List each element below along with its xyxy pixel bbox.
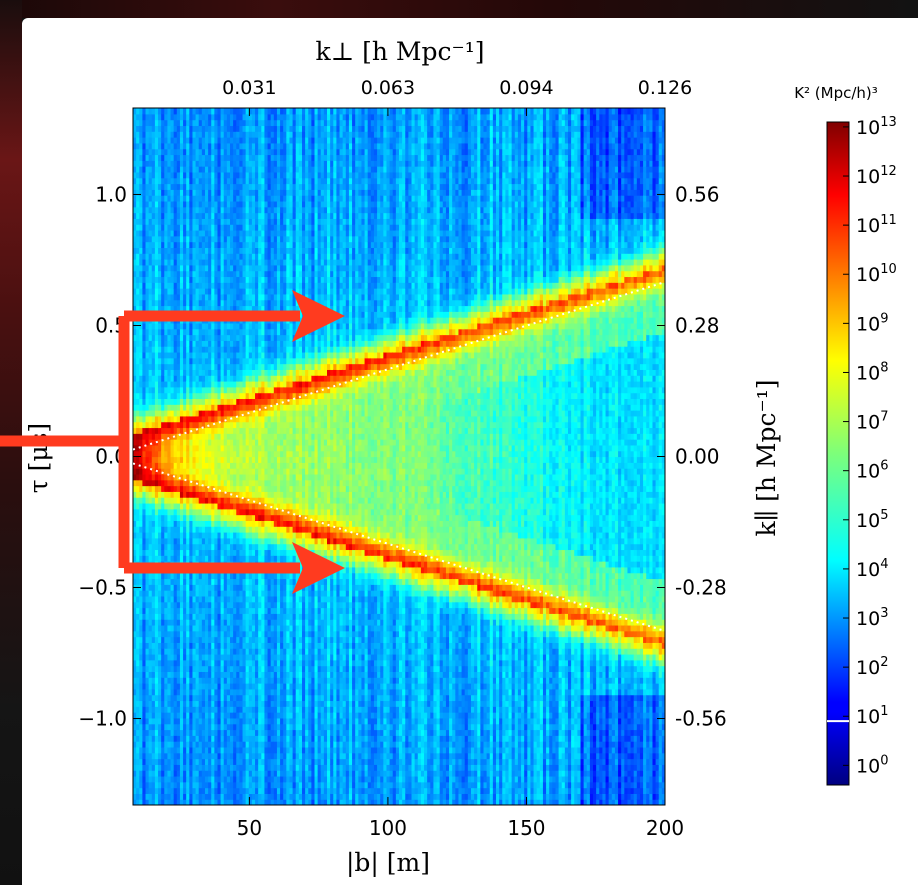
heatmap-image [133,108,666,806]
